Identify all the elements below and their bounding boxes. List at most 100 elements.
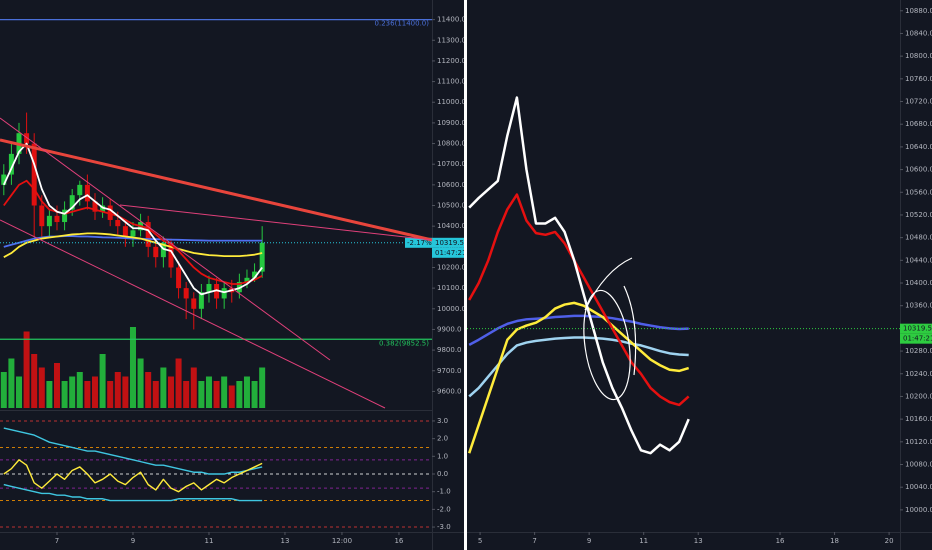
y-tick-label: 10680.0 (905, 120, 932, 128)
candle-body (191, 298, 197, 309)
price-tag (432, 237, 464, 248)
y-tick-label: 10280.0 (905, 347, 932, 355)
volume-bar (205, 376, 212, 408)
volume-bar (107, 381, 114, 408)
volume-bar (228, 385, 235, 408)
candle-body (206, 284, 212, 293)
volume-bar (23, 331, 30, 408)
volume-bar (99, 354, 106, 408)
volume-bar (167, 376, 174, 408)
y-tick-label: -1.0 (437, 488, 451, 496)
y-tick-label: 0.0 (437, 470, 448, 478)
volume-bar (91, 376, 98, 408)
volume-bar (76, 372, 83, 408)
volume-bar (152, 381, 159, 408)
trend-line (0, 219, 386, 409)
y-tick-label: 10700.0 (437, 160, 466, 168)
candle-body (92, 201, 98, 212)
y-tick-label: 9600.0 (437, 387, 462, 395)
volume-bar (129, 327, 136, 408)
volume-bar (61, 381, 68, 408)
volume-bar (213, 381, 220, 408)
drawings (0, 0, 637, 550)
x-tick-label: 20 (885, 537, 894, 545)
volume-bar (243, 376, 250, 408)
price-tag-label: 10319.5 (903, 325, 932, 333)
y-tick-label: 1.0 (437, 452, 448, 460)
ellipse-annotation (583, 289, 631, 401)
plot-layer: 0.236(11400.0) 0.382(9852.5) 9600.0 9700.0 9… (0, 7, 932, 545)
y-tick-label: 10600.0 (905, 166, 932, 174)
candle-body (46, 215, 52, 227)
y-tick-label: 10120.0 (905, 438, 932, 446)
countdown-label: 01:47:21 (903, 335, 932, 343)
candle-body (153, 246, 159, 258)
trend-line (0, 117, 331, 361)
x-tick-label: 13 (280, 537, 289, 545)
x-tick-label: 5 (478, 537, 482, 545)
candle-body (244, 277, 250, 282)
y-tick-label: 11100.0 (437, 78, 466, 86)
y-tick-label: 3.0 (437, 417, 448, 425)
candle-body (24, 133, 30, 144)
y-tick-label: 10200.0 (905, 392, 932, 400)
y-tick-label: 11400.0 (437, 16, 466, 24)
y-tick-label: 10720.0 (905, 98, 932, 106)
candle-body (107, 205, 113, 220)
x-tick-label: 7 (55, 537, 59, 545)
y-tick-label: 10880.0 (905, 7, 932, 15)
y-tick-label: 10560.0 (905, 188, 932, 196)
y-tick-label: 10400.0 (905, 279, 932, 287)
candle-body (130, 230, 136, 237)
y-tick-label: 10500.0 (437, 202, 466, 210)
series-line (3, 235, 263, 248)
price-tag (900, 323, 932, 334)
countdown-label: 01:47:21 (435, 249, 466, 257)
volume-bar (84, 381, 91, 408)
x-tick-label: 9 (587, 537, 591, 545)
candle-body (176, 267, 182, 289)
volume-bar (190, 367, 197, 408)
series-line (3, 179, 263, 285)
volume-bar (8, 358, 15, 408)
fib-label: 0.236(11400.0) (375, 20, 430, 28)
volume-bar (114, 372, 121, 408)
volume-bar (137, 358, 144, 408)
series-line (3, 483, 263, 502)
candle-body (1, 174, 7, 185)
y-tick-label: 10900.0 (437, 119, 466, 127)
curve-annotation (584, 257, 633, 311)
y-tick-label: 10200.0 (437, 263, 466, 271)
volume-bar (251, 381, 258, 408)
curve-annotation (623, 285, 637, 376)
volume-bar (53, 363, 60, 408)
series-line (3, 427, 263, 475)
y-tick-label: 10400.0 (437, 222, 466, 230)
y-tick-label: 10000.0 (905, 506, 932, 514)
series-line (468, 314, 689, 346)
y-tick-label: 10840.0 (905, 29, 932, 37)
pane-divider (464, 0, 467, 550)
y-tick-label: 10360.0 (905, 302, 932, 310)
countdown-tag (432, 247, 464, 258)
candle-body (145, 222, 151, 247)
volume-bar (259, 367, 266, 408)
volume-bar (46, 381, 53, 408)
series-line (3, 459, 263, 493)
y-tick-label: 10600.0 (437, 181, 466, 189)
x-tick-label: 18 (830, 537, 839, 545)
series-line (467, 301, 690, 454)
y-tick-label: 10520.0 (905, 211, 932, 219)
candle-body (236, 281, 242, 293)
y-tick-label: 10640.0 (905, 143, 932, 151)
series-line (3, 232, 263, 258)
series-line (468, 96, 690, 455)
y-tick-label: 10760.0 (905, 75, 932, 83)
y-tick-label: 2.0 (437, 435, 448, 443)
candle-body (160, 242, 166, 258)
y-tick-label: 10800.0 (437, 140, 466, 148)
candle-body (31, 143, 37, 206)
candle-body (252, 271, 258, 278)
trend-line (119, 204, 433, 241)
